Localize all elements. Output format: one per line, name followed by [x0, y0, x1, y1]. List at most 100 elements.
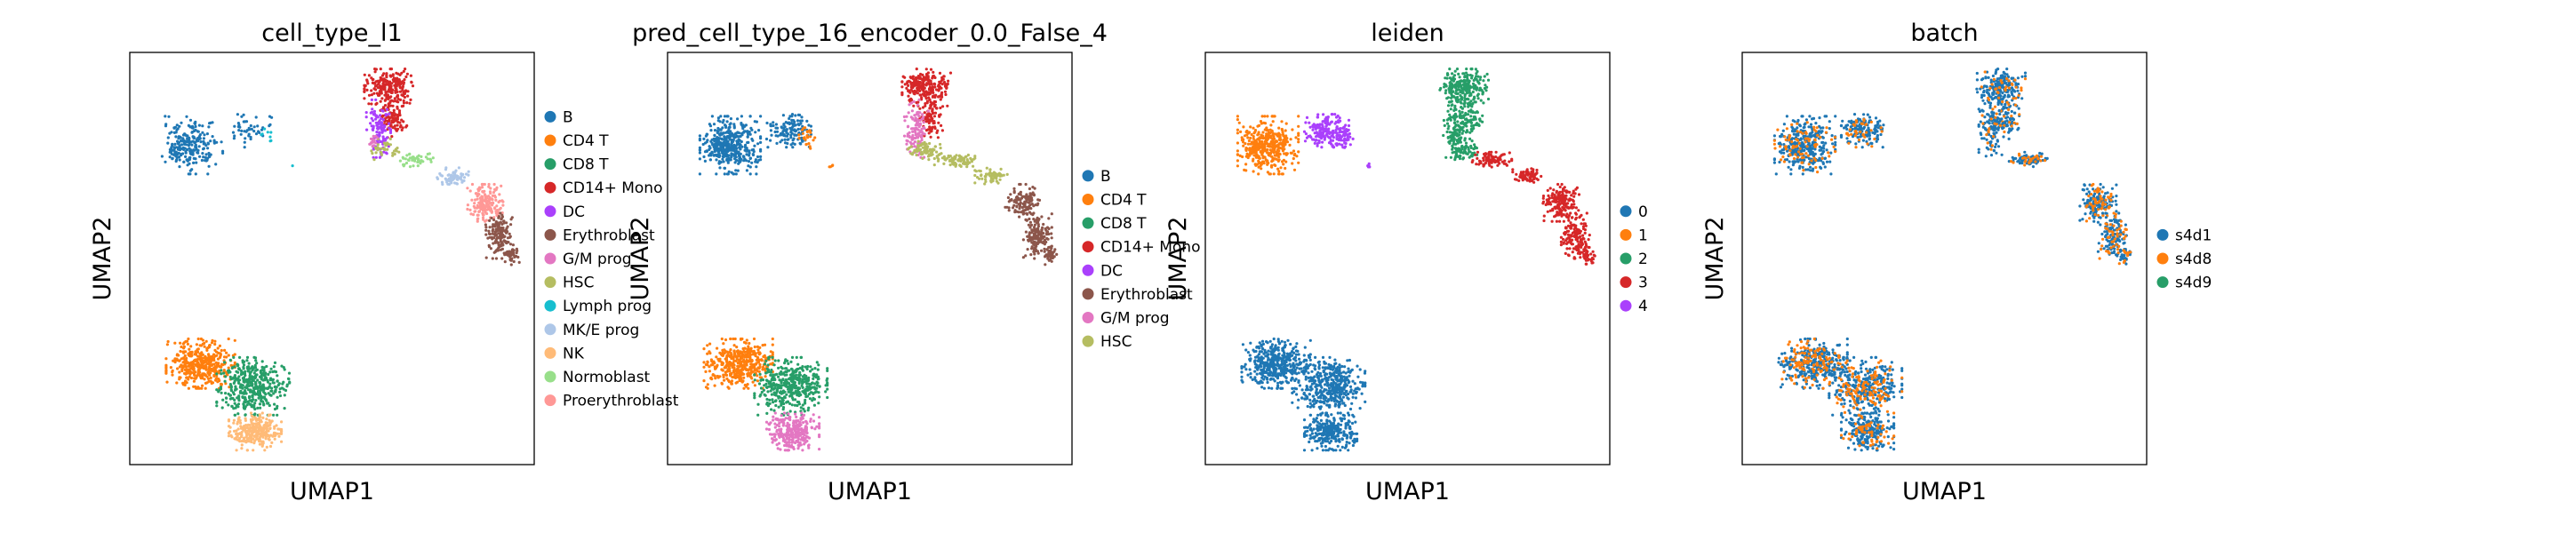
- data-point: [221, 398, 225, 402]
- data-point: [502, 221, 506, 225]
- data-point: [379, 150, 382, 154]
- data-point: [178, 124, 181, 128]
- data-point: [754, 160, 757, 163]
- data-point: [393, 124, 396, 128]
- data-point: [500, 184, 503, 187]
- data-point: [732, 172, 735, 176]
- data-point: [225, 396, 228, 400]
- data-point: [229, 387, 233, 392]
- data-point: [489, 187, 492, 190]
- data-point: [795, 378, 798, 381]
- data-point: [1032, 194, 1036, 197]
- data-point: [408, 101, 412, 105]
- data-point: [188, 157, 192, 161]
- data-point: [973, 181, 977, 185]
- data-point: [268, 370, 272, 374]
- data-point: [205, 132, 209, 136]
- data-point: [417, 157, 420, 161]
- data-point: [460, 179, 465, 183]
- data-point: [789, 131, 793, 134]
- data-point: [182, 341, 186, 345]
- data-point: [397, 78, 401, 82]
- data-point: [813, 136, 817, 139]
- legend-label: B: [563, 108, 573, 126]
- data-point: [728, 354, 732, 358]
- data-point: [184, 133, 188, 137]
- data-point: [240, 447, 244, 450]
- data-point: [401, 84, 404, 88]
- data-point: [491, 257, 494, 260]
- data-point: [721, 157, 724, 161]
- data-point: [410, 80, 413, 84]
- data-point: [730, 382, 734, 386]
- data-point: [431, 156, 435, 160]
- data-point: [817, 402, 820, 405]
- data-point: [716, 374, 720, 378]
- data-point: [201, 353, 204, 356]
- data-point: [929, 135, 932, 139]
- data-point: [766, 146, 770, 149]
- data-point: [830, 164, 834, 168]
- data-point: [801, 403, 804, 407]
- data-point: [713, 129, 717, 132]
- data-point: [771, 441, 774, 444]
- data-point: [1028, 187, 1031, 191]
- data-point: [194, 124, 197, 129]
- data-point: [230, 404, 234, 409]
- data-point: [746, 130, 749, 133]
- data-point: [1026, 212, 1029, 216]
- data-point: [1031, 213, 1035, 217]
- data-point: [917, 98, 921, 101]
- data-point: [396, 97, 400, 100]
- data-point: [764, 371, 768, 375]
- data-point: [268, 377, 273, 380]
- data-point: [260, 365, 264, 369]
- data-point: [401, 88, 404, 91]
- data-point: [732, 362, 735, 365]
- data-point: [172, 126, 176, 130]
- data-point: [381, 137, 385, 140]
- data-point: [767, 427, 772, 432]
- data-point: [970, 160, 973, 163]
- data-point: [500, 257, 504, 260]
- data-point: [206, 172, 210, 176]
- data-point: [909, 101, 913, 105]
- data-point: [999, 167, 1003, 171]
- data-point: [188, 347, 191, 351]
- data-point: [1048, 258, 1052, 261]
- data-point: [271, 370, 275, 374]
- data-point: [388, 122, 391, 125]
- data-point: [753, 378, 756, 382]
- data-point: [941, 105, 945, 108]
- data-point: [1047, 252, 1051, 257]
- data-point: [942, 75, 946, 78]
- data-point: [808, 145, 812, 148]
- data-point: [702, 155, 706, 159]
- data-point: [801, 378, 804, 381]
- data-point: [254, 399, 258, 402]
- data-point: [402, 156, 405, 160]
- data-point: [704, 386, 708, 389]
- data-point: [457, 166, 461, 170]
- data-point: [396, 107, 399, 110]
- data-point: [212, 359, 216, 362]
- data-point: [910, 138, 914, 141]
- data-point: [182, 350, 186, 354]
- data-point: [739, 376, 743, 379]
- data-point: [1032, 240, 1036, 244]
- data-point: [965, 165, 969, 169]
- data-point: [807, 142, 811, 146]
- chart-title: cell_type_l1: [261, 20, 402, 47]
- data-point: [480, 186, 484, 189]
- data-point: [385, 152, 388, 155]
- data-point: [479, 198, 483, 202]
- data-point: [180, 345, 183, 349]
- data-point: [476, 219, 479, 223]
- data-point: [169, 366, 172, 370]
- data-point: [498, 193, 501, 196]
- data-point: [916, 91, 919, 95]
- data-point: [790, 378, 794, 381]
- data-point: [201, 384, 204, 387]
- data-point: [958, 163, 962, 167]
- data-point: [481, 206, 484, 210]
